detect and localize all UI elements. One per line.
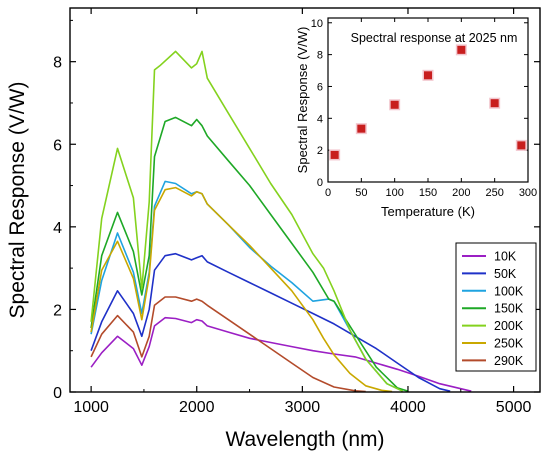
legend-label-10k: 10K xyxy=(494,250,517,264)
x-tick-label: 1000 xyxy=(73,399,109,416)
inset-plot: 0 50 100 150 200 250 300 0 2 4 6 8 10 Spectral respon… xyxy=(295,17,537,219)
inset-x-tick-label: 50 xyxy=(355,187,367,199)
inset-marker xyxy=(517,141,526,150)
inset-marker xyxy=(424,71,432,80)
inset-x-tick-label: 300 xyxy=(519,187,537,199)
series-line-290k xyxy=(90,296,366,393)
y-axis-title: Spectral Response (V/W) xyxy=(6,82,29,319)
x-tick-label: 3000 xyxy=(285,399,321,416)
legend-label-200k: 200K xyxy=(494,319,524,333)
inset-x-tick-label: 250 xyxy=(485,187,503,199)
main-plot-frame xyxy=(69,7,541,393)
inset-y-axis-title: Spectral Response (V/W) xyxy=(295,27,310,174)
inset-marker xyxy=(357,124,366,133)
inset-x-tick-label: 0 xyxy=(325,187,331,199)
series-line-50k xyxy=(90,252,451,392)
inset-y-tick-label: 2 xyxy=(317,145,323,157)
y-tick-label: 6 xyxy=(53,137,62,154)
inset-y-tick-label: 6 xyxy=(317,81,323,93)
legend-label-100k: 100K xyxy=(494,284,524,298)
series-line-200k xyxy=(90,50,404,392)
x-tick-label: 2000 xyxy=(179,399,215,416)
y-tick-label: 8 xyxy=(53,55,62,72)
legend-label-290k: 290K xyxy=(494,354,524,368)
series-line-10k xyxy=(90,316,472,392)
legend-label-50k: 50K xyxy=(494,267,517,281)
inset-title: Spectral response at 2025 nm xyxy=(351,31,518,45)
x-tick-label: 4000 xyxy=(390,399,426,416)
inset-x-tick-label: 100 xyxy=(385,187,403,199)
inset-marker xyxy=(490,99,499,108)
inset-marker xyxy=(457,45,466,54)
legend-box xyxy=(455,242,537,372)
series-line-250k xyxy=(90,186,393,393)
y-tick-label: 0 xyxy=(53,385,62,402)
y-tick-label: 4 xyxy=(53,220,62,237)
y-tick-label: 2 xyxy=(53,302,62,319)
inset-marker xyxy=(330,150,339,159)
legend-label-250k: 250K xyxy=(494,337,524,351)
inset-y-tick-label: 0 xyxy=(317,177,323,189)
inset-y-tick-label: 10 xyxy=(311,18,323,30)
inset-x-axis-title: Temperature (K) xyxy=(381,204,475,219)
inset-x-tick-label: 150 xyxy=(419,187,437,199)
inset-y-tick-label: 4 xyxy=(317,113,323,125)
x-tick-label: 5000 xyxy=(496,399,532,416)
inset-marker xyxy=(390,100,399,109)
series-line-100k xyxy=(90,180,404,392)
inset-y-tick-label: 8 xyxy=(317,50,323,62)
inset-x-tick-label: 200 xyxy=(452,187,470,199)
legend-label-150k: 150K xyxy=(494,302,524,316)
x-axis-title: Wavelength (nm) xyxy=(225,428,384,451)
